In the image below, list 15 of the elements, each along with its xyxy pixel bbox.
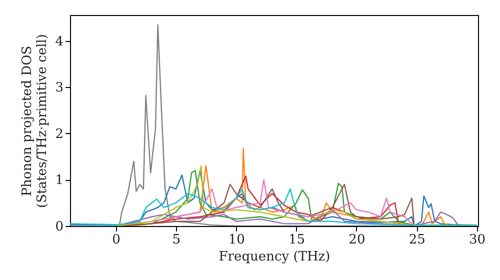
x-tick-label: 15 [288, 232, 306, 248]
x-tick-label: 0 [112, 232, 120, 248]
x-tick-label: 25 [408, 232, 426, 248]
x-tick-label: 30 [469, 232, 486, 248]
x-axis-title: Frequency (THz) [218, 250, 330, 264]
y-tick-label: 4 [55, 34, 64, 50]
y-tick-label: 2 [55, 126, 64, 142]
y-axis-title: Phonon projected DOS (States/THz·primitive cell) [20, 34, 50, 208]
x-tick-label: 10 [228, 232, 245, 248]
line-series [70, 188, 478, 226]
y-tick-label: 1 [55, 173, 64, 188]
y-tick-label: 0 [55, 220, 64, 234]
x-tick-label: 5 [172, 232, 181, 248]
x-tick-label: 20 [348, 232, 366, 248]
y-tick-label: 3 [55, 80, 64, 96]
